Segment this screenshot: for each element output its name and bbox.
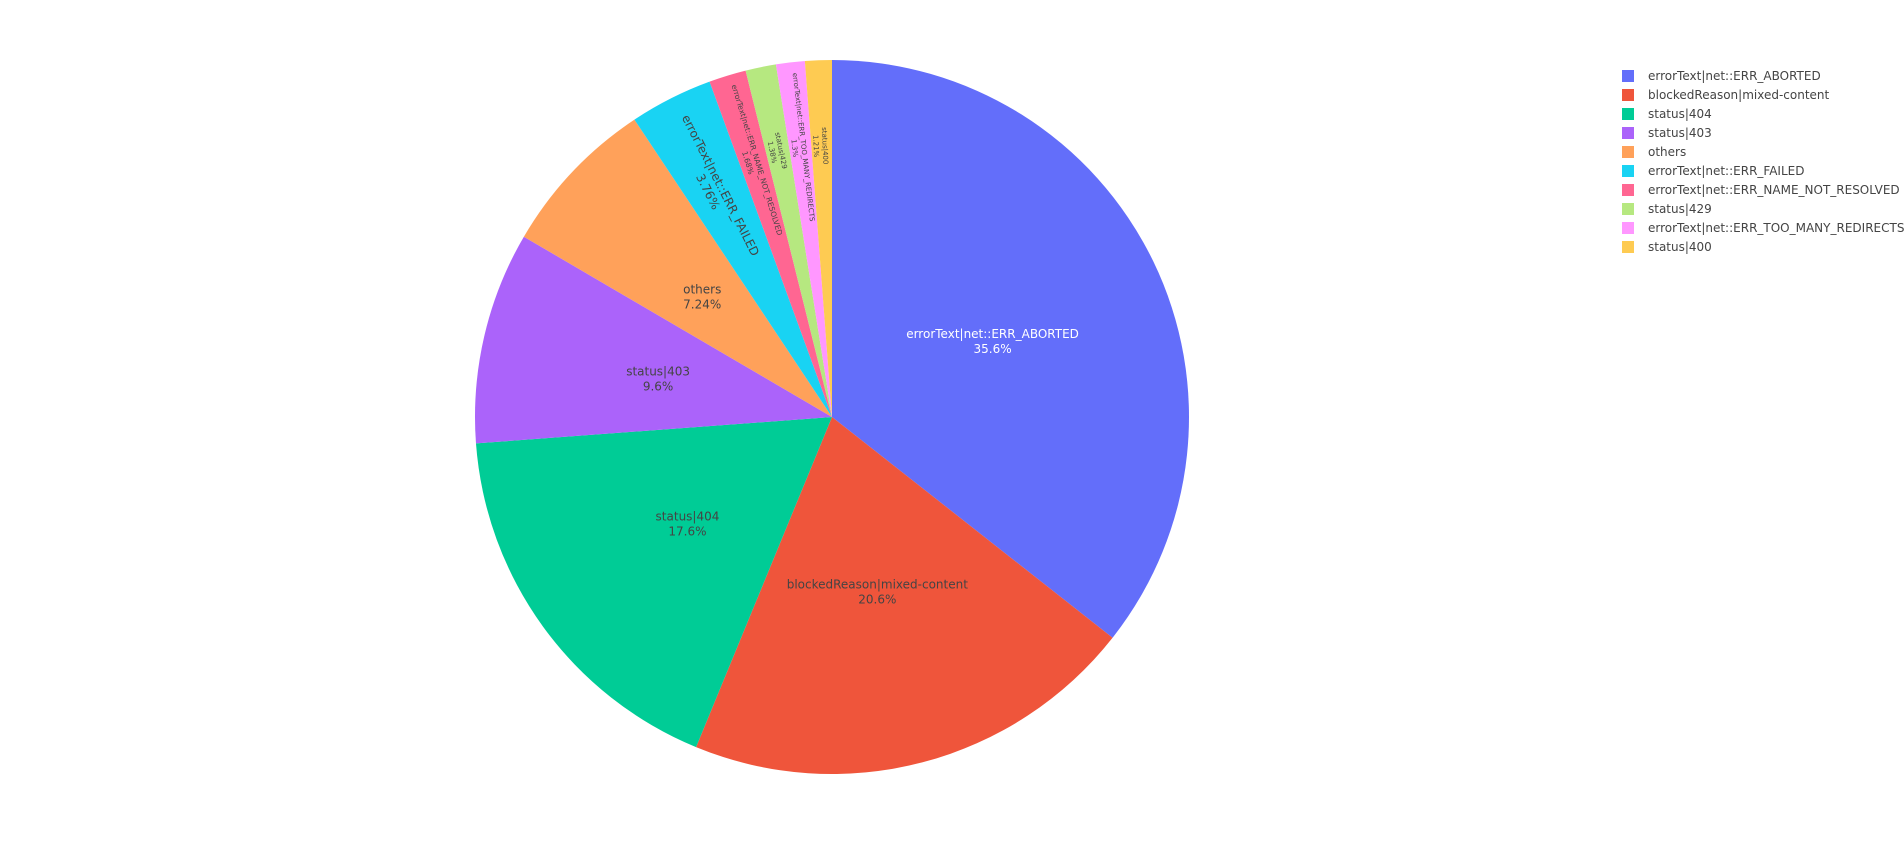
pie-slice-label-status-403: status|403 9.6% [626, 365, 690, 394]
legend-item-others[interactable]: others [1622, 142, 1902, 161]
legend-item-errortext-net-err-name-not-resolved[interactable]: errorText|net::ERR_NAME_NOT_RESOLVED [1622, 180, 1902, 199]
legend-item-errortext-net-err-failed[interactable]: errorText|net::ERR_FAILED [1622, 161, 1902, 180]
pie-slice-label-errortext-net-err-aborted: errorText|net::ERR_ABORTED 35.6% [906, 327, 1079, 356]
legend-swatch [1622, 69, 1634, 82]
legend-label: blockedReason|mixed-content [1648, 87, 1830, 102]
legend-item-status-400[interactable]: status|400 [1622, 237, 1902, 256]
legend-swatch [1622, 107, 1634, 120]
pie-slice-errortext-net-err-too-many-redirects[interactable] [775, 61, 832, 417]
legend-swatch [1622, 126, 1634, 139]
pie-slice-status-400[interactable] [804, 60, 832, 417]
legend-item-blockedreason-mixed-content[interactable]: blockedReason|mixed-content [1622, 85, 1902, 104]
pie-slice-status-403[interactable] [474, 236, 832, 444]
legend-label: status|429 [1648, 201, 1712, 216]
legend-label: errorText|net::ERR_FAILED [1648, 163, 1805, 178]
legend-label: errorText|net::ERR_TOO_MANY_REDIRECTS [1648, 220, 1904, 235]
legend-swatch [1622, 221, 1634, 234]
legend-swatch [1622, 183, 1634, 196]
pie-slice-label-others: others 7.24% [683, 282, 721, 311]
legend-label: status|404 [1648, 106, 1712, 121]
legend-swatch [1622, 240, 1634, 253]
legend-label: status|400 [1648, 239, 1712, 254]
legend-item-status-403[interactable]: status|403 [1622, 123, 1902, 142]
pie-slice-label-status-400: status|4001.21% [811, 127, 829, 165]
legend-item-errortext-net-err-too-many-redirects[interactable]: errorText|net::ERR_TOO_MANY_REDIRECTS [1622, 218, 1904, 237]
pie-slice-blockedreason-mixed-content[interactable] [696, 417, 1113, 775]
pie-slice-errortext-net-err-aborted[interactable] [832, 60, 1189, 638]
pie-slices [474, 60, 1189, 775]
legend-label: status|403 [1648, 125, 1712, 140]
pie-slice-errortext-net-err-name-not-resolved[interactable] [709, 70, 832, 417]
legend-label: errorText|net::ERR_ABORTED [1648, 68, 1821, 83]
pie-slice-label-status-404: status|404 17.6% [656, 510, 720, 539]
pie-slice-status-404[interactable] [475, 417, 832, 748]
pie-slice-errortext-net-err-failed[interactable] [634, 81, 832, 417]
legend-label: errorText|net::ERR_NAME_NOT_RESOLVED [1648, 182, 1900, 197]
pie-slice-label-blockedreason-mixed-content: blockedReason|mixed-content 20.6% [787, 578, 969, 607]
legend-swatch [1622, 202, 1634, 215]
legend-label: others [1648, 144, 1687, 159]
legend-item-status-429[interactable]: status|429 [1622, 199, 1902, 218]
legend-item-errortext-net-err-aborted[interactable]: errorText|net::ERR_ABORTED [1622, 66, 1902, 85]
legend-swatch [1622, 88, 1634, 101]
legend-swatch [1622, 164, 1634, 177]
pie-slice-others[interactable] [523, 119, 832, 417]
legend-item-status-404[interactable]: status|404 [1622, 104, 1902, 123]
pie-slice-status-429[interactable] [745, 64, 832, 417]
legend-swatch [1622, 145, 1634, 158]
